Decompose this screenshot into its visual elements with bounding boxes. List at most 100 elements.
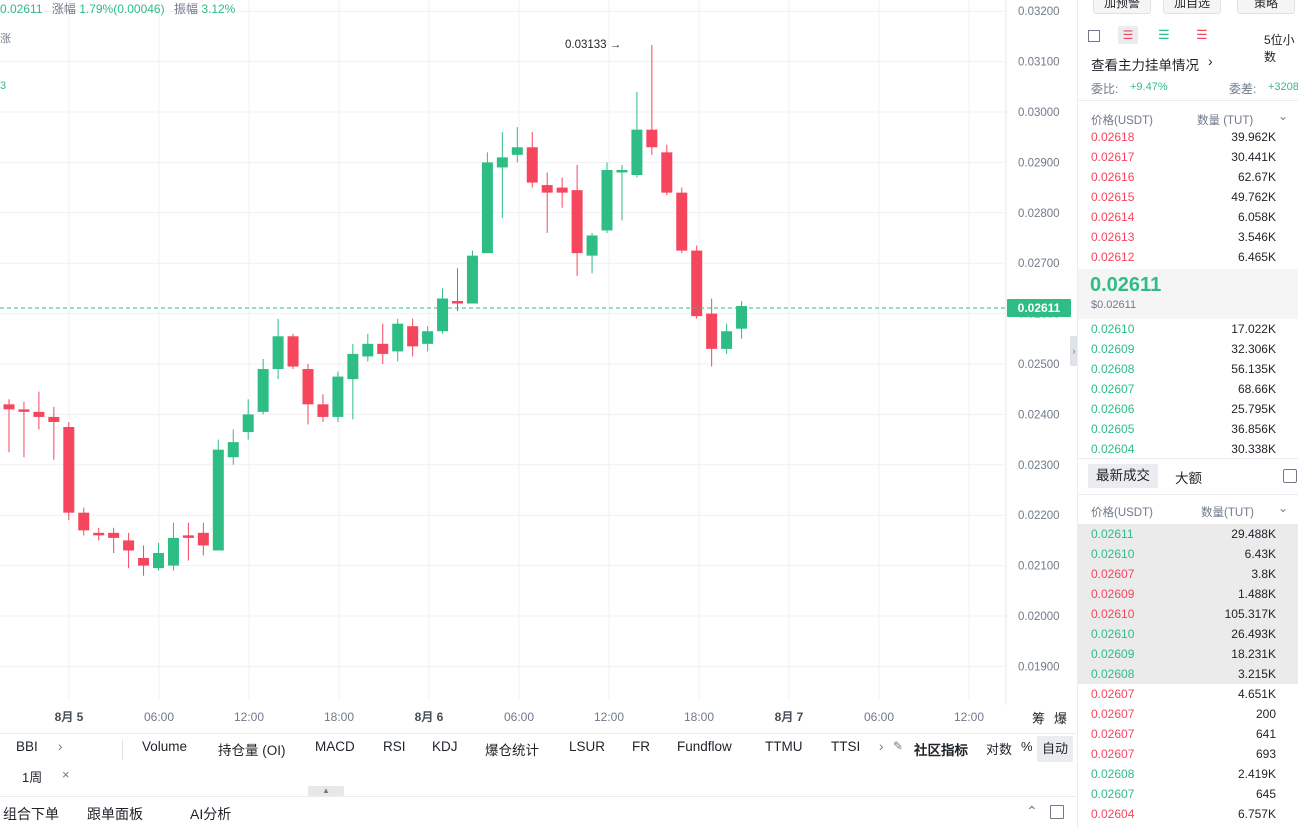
collapse-panel-handle[interactable]: › <box>1070 336 1078 366</box>
chevron-down-icon[interactable]: ⌄ <box>1278 109 1289 123</box>
trade-row: 0.02610 105.317K <box>1078 604 1298 624</box>
y-tick-label: 0.03000 <box>1018 107 1060 119</box>
more-indicators-icon[interactable]: › <box>879 739 884 754</box>
trade-row: 0.02607 4.651K <box>1078 684 1298 704</box>
liquidation-label: 爆 <box>1054 712 1067 727</box>
indicator-volume[interactable]: Volume <box>142 739 188 754</box>
indicator-[interactable]: 爆仓统计 <box>485 743 539 758</box>
tab-combo-order[interactable]: 组合下单 <box>3 806 59 822</box>
indicator-fundflow[interactable]: Fundflow <box>677 739 732 754</box>
bid-row[interactable]: 0.02605 36.856K <box>1078 419 1298 439</box>
trade-qty: 641 <box>1255 727 1276 741</box>
ask-row[interactable]: 0.02617 30.441K <box>1078 147 1298 167</box>
tab-large-trades[interactable]: 大额 <box>1175 471 1202 486</box>
ask-row[interactable]: 0.02618 39.962K <box>1078 127 1298 147</box>
trade-price: 0.02607 <box>1091 707 1135 721</box>
col-qty-header[interactable]: 数量 (TUT) <box>1197 115 1254 127</box>
x-tick-label: 06:00 <box>864 710 894 724</box>
candle-body <box>257 369 269 412</box>
indicator-fr[interactable]: FR <box>632 739 650 754</box>
bid-qty: 68.66K <box>1237 382 1276 396</box>
candle-body <box>556 187 568 193</box>
right-panel: 加预警 加自选 策略 ☰ ☰ ☰ 5位小数 查看主力挂单情况 › 委比: +9.… <box>1077 0 1298 828</box>
trades-col-qty-header[interactable]: 数量(TUT) <box>1201 507 1255 519</box>
close-icon[interactable]: × <box>62 767 70 782</box>
ask-row[interactable]: 0.02614 6.058K <box>1078 207 1298 227</box>
trade-qty: 2.419K <box>1237 767 1276 781</box>
bid-row[interactable]: 0.02606 25.795K <box>1078 399 1298 419</box>
indicator-macd[interactable]: MACD <box>315 739 355 754</box>
indicator-ttmu[interactable]: TTMU <box>765 739 803 754</box>
chevron-down-icon[interactable]: ⌄ <box>1278 501 1289 515</box>
x-tick-label: 12:00 <box>954 710 984 724</box>
ask-row[interactable]: 0.02616 62.67K <box>1078 167 1298 187</box>
chevron-up-icon[interactable]: ⌃ <box>1026 803 1038 819</box>
col-price-header: 价格(USDT) <box>1091 115 1153 127</box>
indicator-bbi[interactable]: BBI <box>16 739 38 754</box>
x-tick-label: 8月 5 <box>55 710 84 724</box>
trade-price: 0.02608 <box>1091 767 1135 781</box>
strategy-button[interactable]: 策略 <box>1237 0 1295 14</box>
auto-scale-button[interactable]: 自动 <box>1037 736 1073 762</box>
expand-panel-handle[interactable]: ▲ <box>308 786 344 796</box>
trade-price: 0.02609 <box>1091 587 1135 601</box>
y-tick-label: 0.02200 <box>1018 510 1060 522</box>
bid-qty: 32.306K <box>1231 342 1276 356</box>
candle-body <box>676 192 688 251</box>
add-alert-button[interactable]: 加预警 <box>1093 0 1151 14</box>
trade-qty: 200 <box>1255 707 1276 721</box>
indicator-ttsi[interactable]: TTSI <box>831 739 861 754</box>
ticker-info: 0.02611 涨幅 1.79%(0.00046) 振幅 3.12% <box>0 0 235 17</box>
bid-row[interactable]: 0.02604 30.338K <box>1078 439 1298 459</box>
ask-qty: 6.465K <box>1237 250 1276 264</box>
trade-qty: 3.215K <box>1237 667 1276 681</box>
ratio-label: 委比: <box>1091 82 1119 96</box>
chevron-right-icon[interactable]: › <box>58 739 63 754</box>
candle-body <box>108 532 120 538</box>
indicator-rsi[interactable]: RSI <box>383 739 406 754</box>
tab-copy-panel[interactable]: 跟单面板 <box>87 806 143 822</box>
indicator-kdj[interactable]: KDJ <box>432 739 458 754</box>
layout-bids-icon[interactable]: ☰ <box>1158 27 1170 42</box>
checkbox[interactable] <box>1283 469 1297 483</box>
fullscreen-icon[interactable] <box>1050 805 1064 819</box>
layout-asks-icon[interactable]: ☰ <box>1196 27 1208 42</box>
community-indicators-button[interactable]: 社区指标 <box>914 743 968 758</box>
tab-latest-trades[interactable]: 最新成交 <box>1088 464 1158 488</box>
bid-row[interactable]: 0.02607 68.66K <box>1078 379 1298 399</box>
trade-price: 0.02611 <box>1091 527 1134 541</box>
add-watchlist-button[interactable]: 加自选 <box>1163 0 1221 14</box>
y-tick-label: 0.02400 <box>1018 409 1060 421</box>
indicator-bar: BBI › Volume 持仓量 (OI) MACD RSI KDJ 爆仓统计 LSUR FR… <box>0 733 1076 762</box>
ask-row[interactable]: 0.02615 49.762K <box>1078 187 1298 207</box>
layout-both-icon[interactable]: ☰ <box>1118 26 1138 44</box>
ask-row[interactable]: 0.02613 3.546K <box>1078 227 1298 247</box>
bid-price: 0.02610 <box>1091 322 1135 336</box>
kline-svg[interactable]: 0.03200 0.03100 0.03000 0.02900 0.02800 0.027… <box>0 0 1076 730</box>
main-orders-link[interactable]: 查看主力挂单情况 <box>1091 58 1199 73</box>
ask-row[interactable]: 0.02612 6.465K <box>1078 247 1298 267</box>
trade-row: 0.02607 645 <box>1078 784 1298 804</box>
trade-price: 0.02610 <box>1091 607 1135 621</box>
percent-scale-button[interactable]: % <box>1021 739 1033 754</box>
indicator-lsur[interactable]: LSUR <box>569 739 606 754</box>
chevron-right-icon[interactable]: › <box>1208 53 1213 69</box>
decimal-select[interactable]: 5位小数 <box>1264 33 1295 64</box>
current-price-tag: 0.02611 <box>1018 301 1061 315</box>
candle-body <box>377 343 389 354</box>
candle-body <box>541 185 553 193</box>
edit-icon[interactable]: ✎ <box>893 739 904 753</box>
log-scale-button[interactable]: 对数 <box>986 742 1013 757</box>
kline-chart[interactable]: 0.03200 0.03100 0.03000 0.02900 0.02800 0.027… <box>0 0 1076 730</box>
period-chip[interactable]: 1周 <box>22 770 43 785</box>
bid-qty: 56.135K <box>1231 362 1276 376</box>
indicator-oi[interactable]: 持仓量 (OI) <box>218 743 286 758</box>
candle-body <box>197 532 209 546</box>
tab-ai-analysis[interactable]: AI分析 <box>190 806 232 822</box>
bid-row[interactable]: 0.02608 56.135K <box>1078 359 1298 379</box>
layout-default-icon[interactable] <box>1088 30 1100 42</box>
bid-row[interactable]: 0.02609 32.306K <box>1078 339 1298 359</box>
bid-row[interactable]: 0.02610 17.022K <box>1078 319 1298 339</box>
candle-body <box>302 369 314 405</box>
trade-qty: 18.231K <box>1231 647 1276 661</box>
